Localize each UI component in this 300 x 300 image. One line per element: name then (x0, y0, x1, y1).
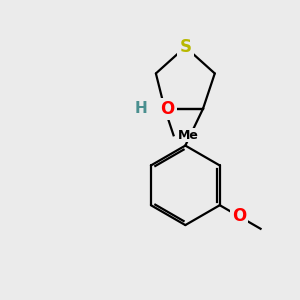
Text: O: O (232, 207, 246, 225)
Text: Me: Me (178, 129, 199, 142)
Text: O: O (160, 100, 175, 118)
Text: H: H (135, 101, 148, 116)
Text: S: S (179, 38, 191, 56)
